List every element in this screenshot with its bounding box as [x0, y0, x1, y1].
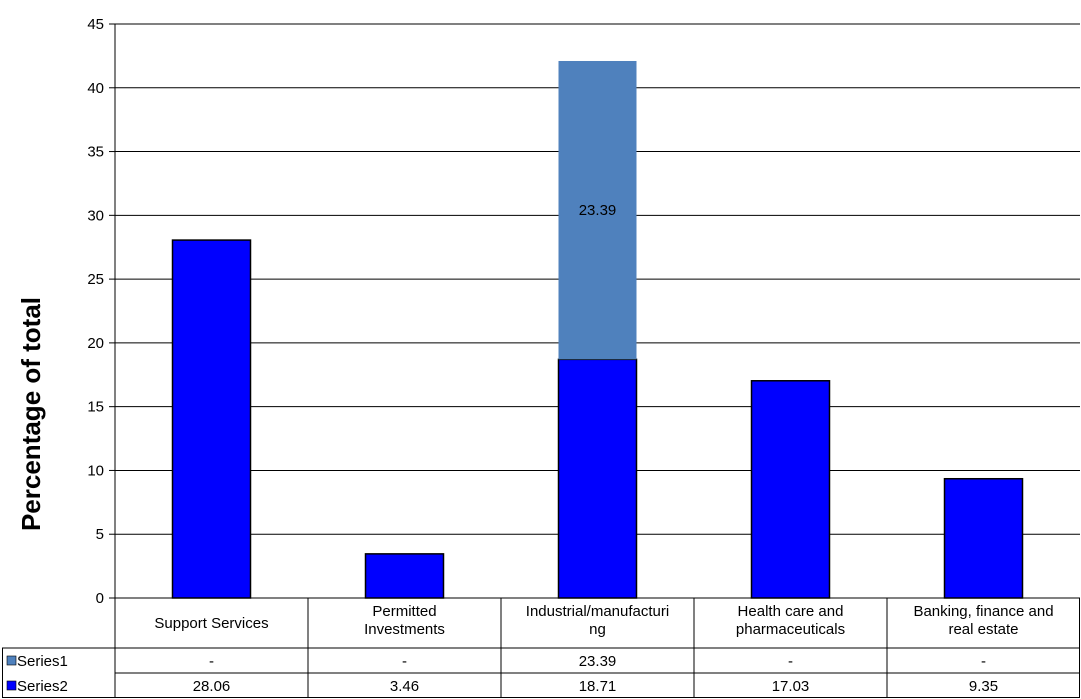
table-cell: -: [402, 653, 407, 670]
legend-key: [6, 655, 17, 666]
bar-series2: [364, 553, 445, 599]
y-axis-title: Percentage of total: [16, 297, 46, 531]
x-category-label: Health care and: [738, 603, 844, 620]
y-axis: 0 5 10 15 20 25 30 35 40 45: [87, 16, 116, 607]
table-cell: 17.03: [772, 678, 810, 695]
legend-label: Series2: [17, 678, 68, 695]
x-category-label: Support Services: [154, 615, 268, 632]
table-cell: -: [209, 653, 214, 670]
x-category-label: Industrial/manufacturi: [526, 603, 669, 620]
y-tick-label: 20: [87, 335, 104, 352]
x-category-label: ng: [589, 621, 606, 638]
x-category-label: pharmaceuticals: [736, 621, 845, 638]
y-tick-label: 25: [87, 271, 104, 288]
x-category-label: Banking, finance and: [913, 603, 1053, 620]
data-labels: 23.39: [579, 202, 617, 219]
y-tick-label: 15: [87, 399, 104, 416]
data-label: 23.39: [579, 202, 617, 219]
bar-series1: [558, 60, 637, 360]
y-tick-label: 5: [96, 526, 104, 543]
table-cell: 3.46: [390, 678, 419, 695]
bar-series2: [171, 239, 252, 599]
table-cell: -: [981, 653, 986, 670]
y-tick-label: 35: [87, 144, 104, 161]
bars: [171, 60, 1024, 599]
x-category-label: Investments: [364, 621, 445, 638]
bar-series2: [557, 358, 638, 599]
y-tick-label: 30: [87, 207, 104, 224]
x-category-label: Permitted: [372, 603, 436, 620]
bar-series2: [750, 380, 831, 599]
table-cell: 9.35: [969, 678, 998, 695]
table-cell: -: [788, 653, 793, 670]
y-tick-label: 10: [87, 462, 104, 479]
y-tick-label: 45: [87, 16, 104, 33]
y-tick-label: 40: [87, 80, 104, 97]
legend-label: Series1: [17, 653, 68, 670]
x-category-label: real estate: [948, 621, 1018, 638]
bar-series2: [943, 477, 1024, 599]
legend-key: [6, 680, 17, 691]
table-cell: 28.06: [193, 678, 231, 695]
table-cell: 23.39: [579, 653, 617, 670]
y-tick-label: 0: [96, 590, 104, 607]
table-cell: 18.71: [579, 678, 617, 695]
